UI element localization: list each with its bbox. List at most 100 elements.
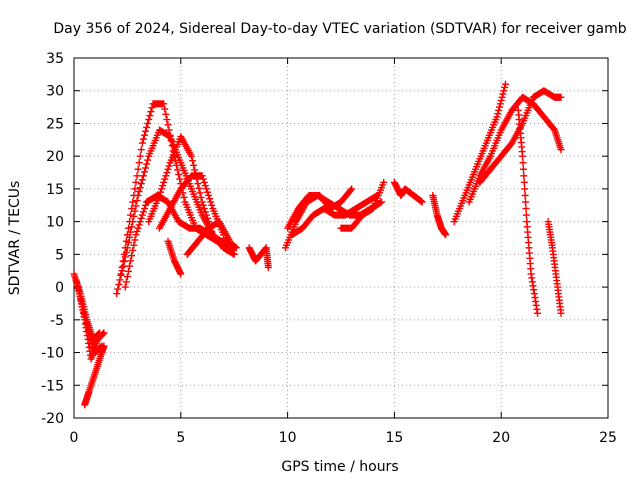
data-point (498, 93, 506, 101)
data-point (155, 191, 163, 199)
data-point (494, 110, 502, 118)
data-point (208, 201, 216, 209)
data-point (133, 197, 141, 205)
data-point (175, 171, 183, 179)
data-point (200, 205, 208, 213)
data-point (116, 276, 124, 284)
data-point (138, 176, 146, 184)
data-point (173, 161, 181, 169)
data-point (129, 198, 137, 206)
data-point (138, 211, 146, 219)
data-point (160, 100, 168, 108)
data-point (163, 169, 171, 177)
data-point (496, 100, 504, 108)
data-point (119, 257, 127, 265)
data-point (202, 211, 210, 219)
data-point (113, 290, 121, 298)
x-tick-label: 25 (599, 430, 617, 446)
y-tick-label: 35 (46, 51, 64, 67)
data-point (124, 224, 132, 232)
data-point (163, 116, 171, 124)
y-tick-label: -15 (41, 378, 64, 394)
data-point (132, 178, 140, 186)
data-point (130, 212, 138, 220)
data-point (202, 185, 210, 193)
series-arc-18 (429, 191, 450, 239)
data-point (127, 211, 135, 219)
data-point (207, 198, 215, 206)
data-point (137, 214, 145, 222)
data-point (519, 159, 527, 167)
y-tick-label: 0 (55, 280, 64, 296)
data-point (140, 205, 148, 213)
series-arc-17 (390, 178, 426, 206)
data-point (135, 221, 143, 229)
x-tick-label: 15 (385, 430, 403, 446)
data-point (130, 241, 138, 249)
data-point (139, 208, 147, 216)
data-point (135, 188, 143, 196)
data-point (520, 178, 528, 186)
data-point (418, 198, 426, 206)
data-point (226, 237, 234, 245)
data-point (180, 193, 188, 201)
data-point (133, 172, 141, 180)
data-point (137, 146, 145, 154)
data-point (194, 180, 202, 188)
data-point (127, 257, 135, 265)
data-point (128, 252, 136, 260)
data-point (519, 152, 527, 160)
data-point (142, 127, 150, 135)
data-point (497, 97, 505, 105)
data-point (196, 189, 204, 197)
data-point (201, 208, 209, 216)
data-point (187, 152, 195, 160)
data-point (159, 182, 167, 190)
data-point (128, 205, 136, 213)
data-point (167, 136, 175, 144)
data-point (133, 227, 141, 235)
data-point (138, 139, 146, 147)
data-point (190, 161, 198, 169)
data-point (158, 185, 166, 193)
x-tick-label: 0 (70, 430, 79, 446)
data-point (201, 182, 209, 190)
data-point (521, 185, 529, 193)
data-point (162, 172, 170, 180)
data-point (100, 329, 108, 337)
data-point (143, 160, 151, 168)
x-tick-label: 5 (176, 430, 185, 446)
data-point (198, 198, 206, 206)
data-point (137, 180, 145, 188)
data-point (100, 342, 108, 350)
data-point (134, 224, 142, 232)
data-point (139, 172, 147, 180)
data-point (144, 119, 152, 127)
data-point (126, 218, 134, 226)
data-point (134, 165, 142, 173)
data-point (204, 188, 211, 196)
data-point (122, 237, 130, 245)
data-point (143, 123, 151, 131)
data-point (131, 185, 139, 193)
data-point (140, 131, 148, 139)
data-point (131, 236, 139, 244)
y-axis-label: SDTVAR / TECUs (7, 181, 23, 296)
data-point (520, 172, 528, 180)
data-point (519, 165, 527, 173)
series-arc-9 (155, 172, 228, 239)
x-tick-label: 10 (279, 430, 297, 446)
data-point (166, 131, 174, 139)
data-point (132, 202, 140, 210)
data-point (442, 231, 450, 239)
data-point (121, 283, 129, 291)
series-arc-15 (288, 191, 381, 239)
data-point (174, 166, 182, 174)
data-point (264, 263, 272, 271)
series-arc-21 (476, 87, 565, 186)
data-point (114, 285, 122, 293)
data-point (136, 152, 144, 160)
data-point (120, 250, 128, 258)
axis-ticks: 0 5 10 15 20 25 -20 -15 -10 -5 0 5 10 15 20 25 30 35 (41, 51, 617, 446)
series-arc-3 (74, 283, 108, 363)
